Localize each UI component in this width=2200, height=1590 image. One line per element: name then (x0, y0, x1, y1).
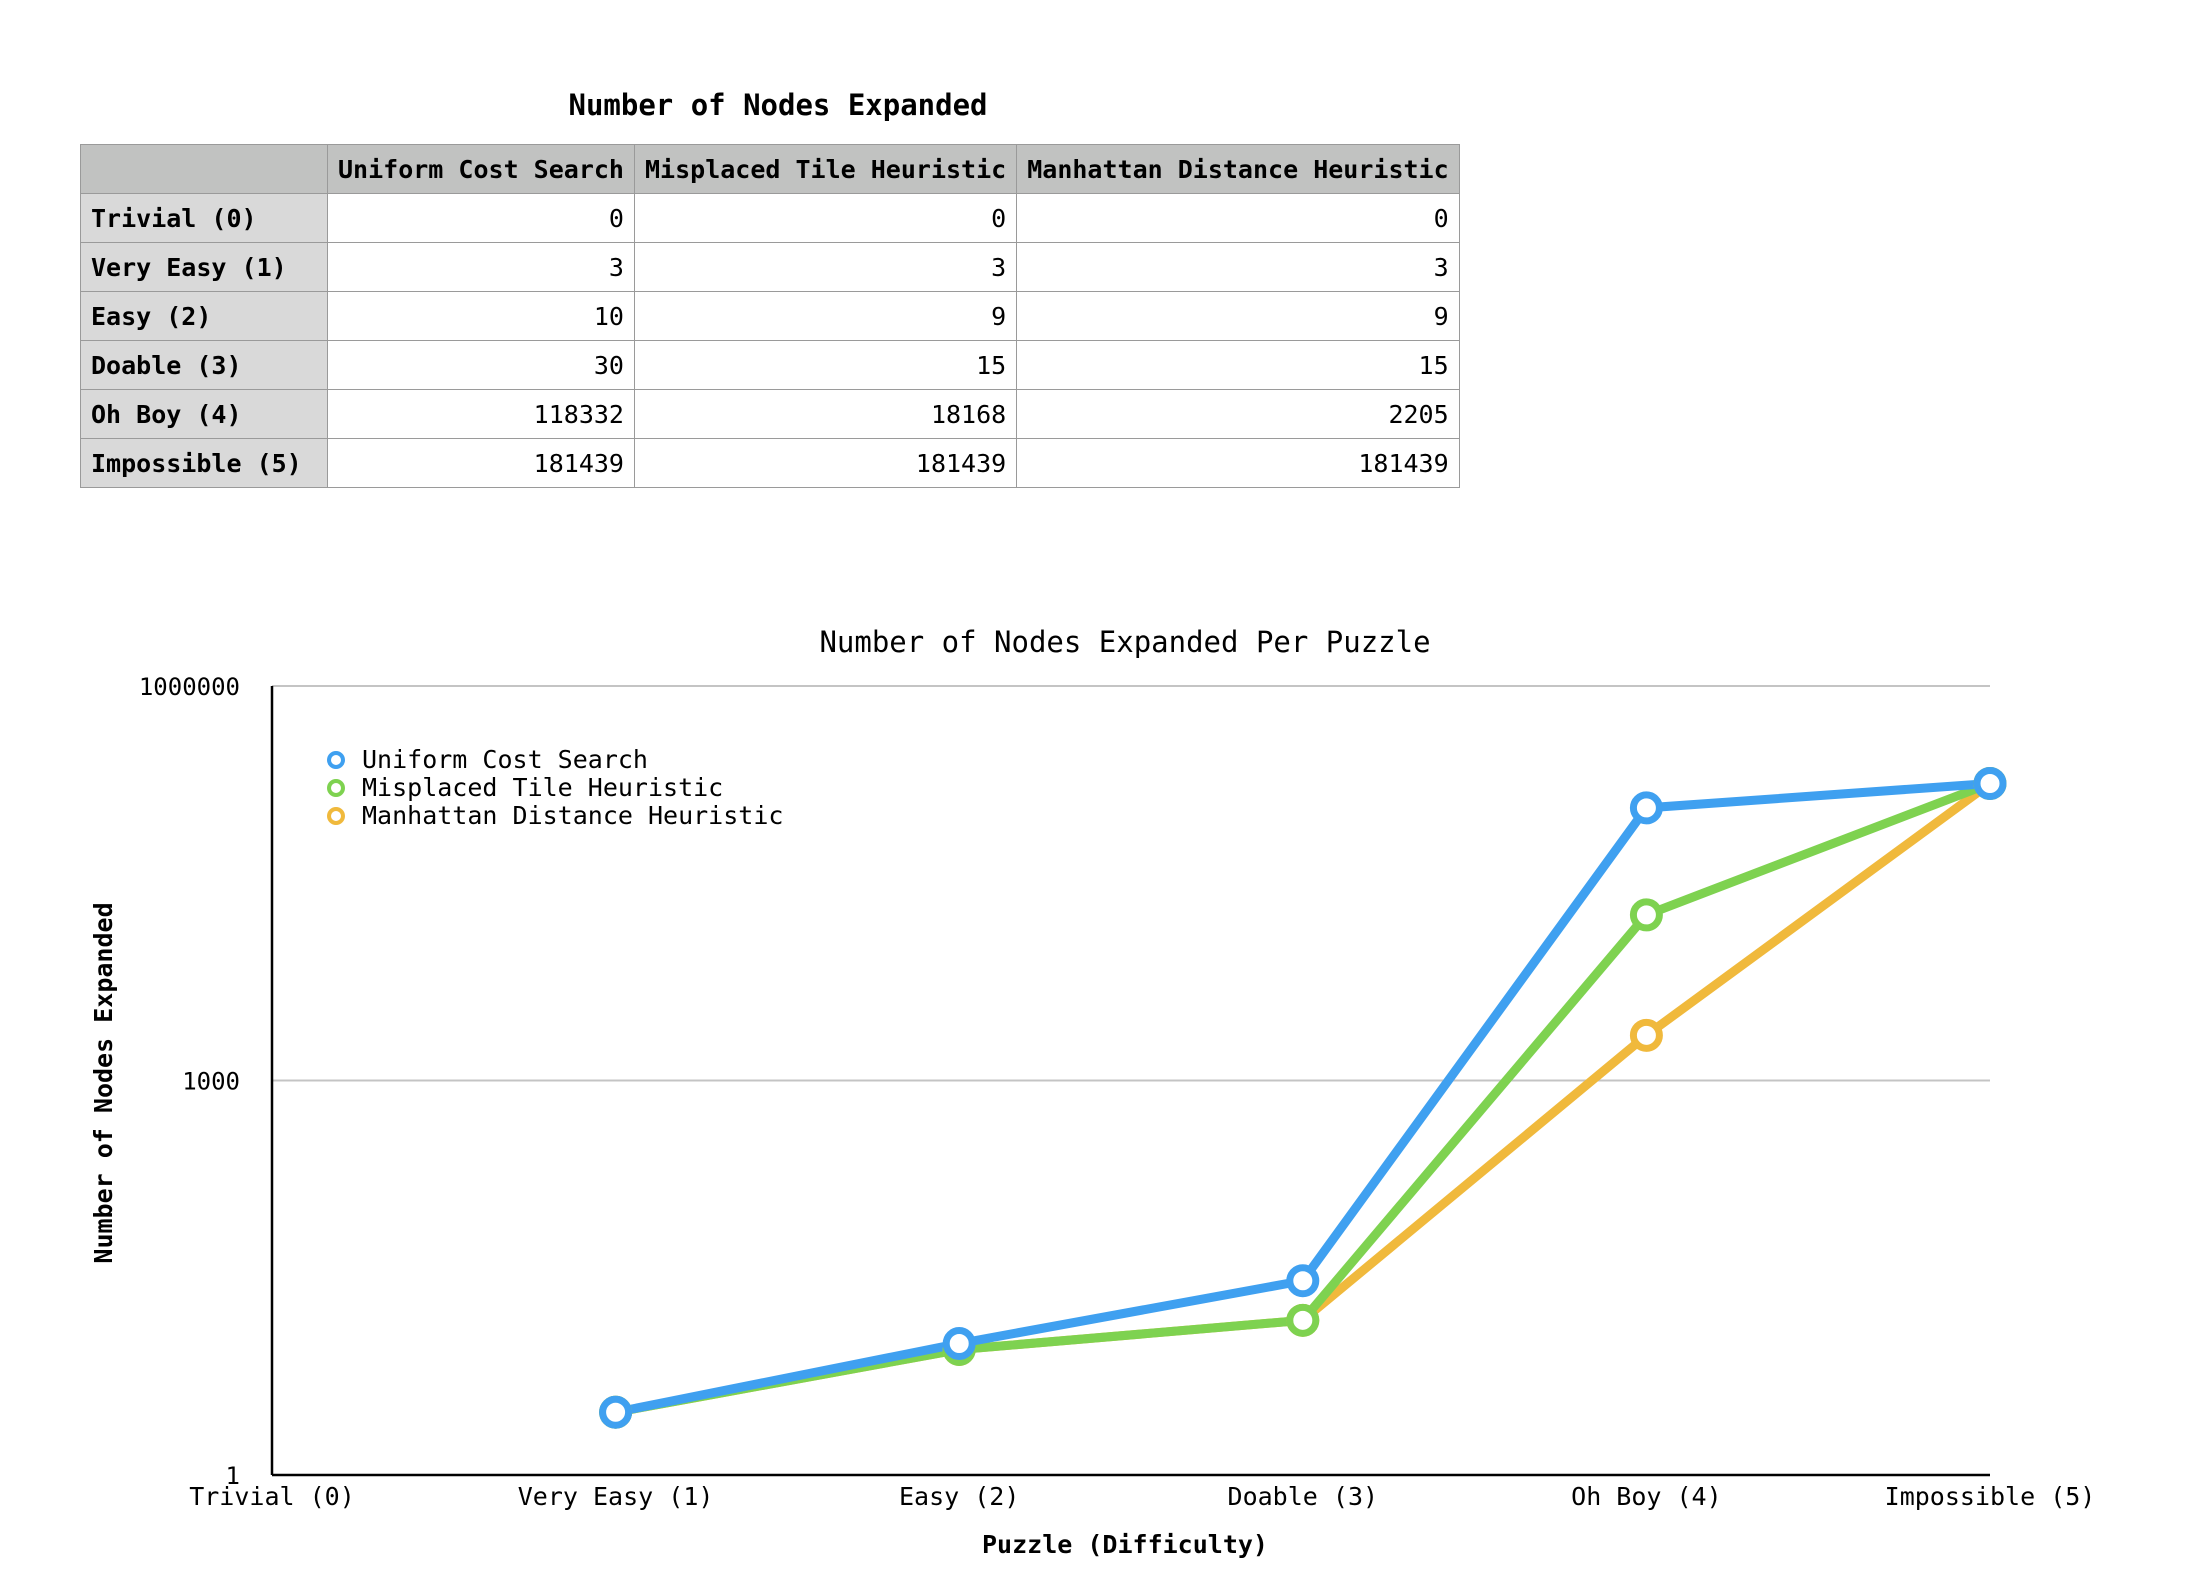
table-row: Oh Boy (4) 118332 18168 2205 (80, 389, 1460, 439)
column-header: Manhattan Distance Heuristic (1016, 144, 1460, 194)
table-cell: 18168 (633, 389, 1018, 439)
table-cell: 3 (1016, 242, 1460, 292)
table-cell: 181439 (1016, 438, 1460, 488)
data-point (1973, 766, 2007, 800)
y-axis-label: Number of Nodes Expanded (89, 902, 118, 1263)
table-corner-cell (80, 144, 328, 194)
x-tick-label: Impossible (5) (1885, 1482, 2096, 1511)
data-point (1286, 1264, 1320, 1298)
row-header: Oh Boy (4) (80, 389, 328, 439)
grid-lines (272, 685, 1990, 1082)
x-tick-label: Easy (2) (899, 1482, 1019, 1511)
table-cell: 15 (1016, 340, 1460, 390)
nodes-expanded-line-chart: Number of Nodes Expanded Per Puzzle 1 100… (89, 625, 2095, 1559)
row-header: Trivial (0) (80, 193, 328, 243)
data-point (1629, 898, 1663, 932)
table-cell: 181439 (633, 438, 1018, 488)
y-tick-labels: 1 1000 1000000 (139, 673, 240, 1490)
data-point (1629, 791, 1663, 825)
column-header: Uniform Cost Search (327, 144, 635, 194)
column-header: Misplaced Tile Heuristic (633, 144, 1018, 194)
legend-marker (327, 807, 345, 825)
y-tick-label: 1000000 (139, 673, 240, 701)
legend-marker (327, 779, 345, 797)
results-table: Uniform Cost Search Misplaced Tile Heuri… (80, 144, 1460, 488)
x-tick-label: Oh Boy (4) (1571, 1482, 1722, 1511)
data-point (942, 1327, 976, 1360)
row-header: Very Easy (1) (80, 242, 328, 292)
x-axis-label: Puzzle (Difficulty) (982, 1530, 1268, 1559)
table-cell: 15 (633, 340, 1018, 390)
table-row: Very Easy (1) 3 3 3 (80, 242, 1460, 292)
y-tick-label: 1 (226, 1462, 240, 1490)
legend-label: Manhattan Distance Heuristic (362, 801, 783, 830)
table-cell: 9 (1016, 291, 1460, 341)
chart-title: Number of Nodes Expanded Per Puzzle (819, 625, 1430, 659)
x-tick-label: Trivial (0) (189, 1482, 355, 1511)
legend-label: Misplaced Tile Heuristic (362, 773, 723, 802)
legend-marker (327, 751, 345, 769)
row-header: Easy (2) (80, 291, 328, 341)
x-tick-label: Very Easy (1) (518, 1482, 714, 1511)
x-tick-labels: Trivial (0) Very Easy (1) Easy (2) Doable (… (189, 1482, 2095, 1511)
table-cell: 0 (1016, 193, 1460, 243)
table-row: Impossible (5) 181439 181439 181439 (80, 438, 1460, 488)
row-header: Doable (3) (80, 340, 328, 390)
table-header-row: Uniform Cost Search Misplaced Tile Heuri… (80, 144, 1460, 194)
row-header: Impossible (5) (80, 438, 328, 488)
table-cell: 3 (633, 242, 1018, 292)
table-cell: 10 (327, 291, 635, 341)
data-point (1629, 1018, 1663, 1052)
legend-label: Uniform Cost Search (362, 745, 648, 774)
x-tick-label: Doable (3) (1228, 1482, 1379, 1511)
table-cell: 9 (633, 291, 1018, 341)
table-cell: 118332 (327, 389, 635, 439)
table-cell: 2205 (1016, 389, 1460, 439)
series-markers (599, 766, 2007, 1429)
axes (270, 686, 1990, 1477)
table-cell: 0 (633, 193, 1018, 243)
table-row: Easy (2) 10 9 9 (80, 291, 1460, 341)
table-cell: 0 (327, 193, 635, 243)
table-cell: 181439 (327, 438, 635, 488)
table-cell: 30 (327, 340, 635, 390)
data-point (1286, 1303, 1320, 1337)
data-point (599, 1395, 633, 1429)
table-row: Trivial (0) 0 0 0 (80, 193, 1460, 243)
y-tick-label: 1000 (182, 1068, 240, 1096)
table-cell: 3 (327, 242, 635, 292)
table-row: Doable (3) 30 15 15 (80, 340, 1460, 390)
table-title: Number of Nodes Expanded (568, 88, 988, 122)
